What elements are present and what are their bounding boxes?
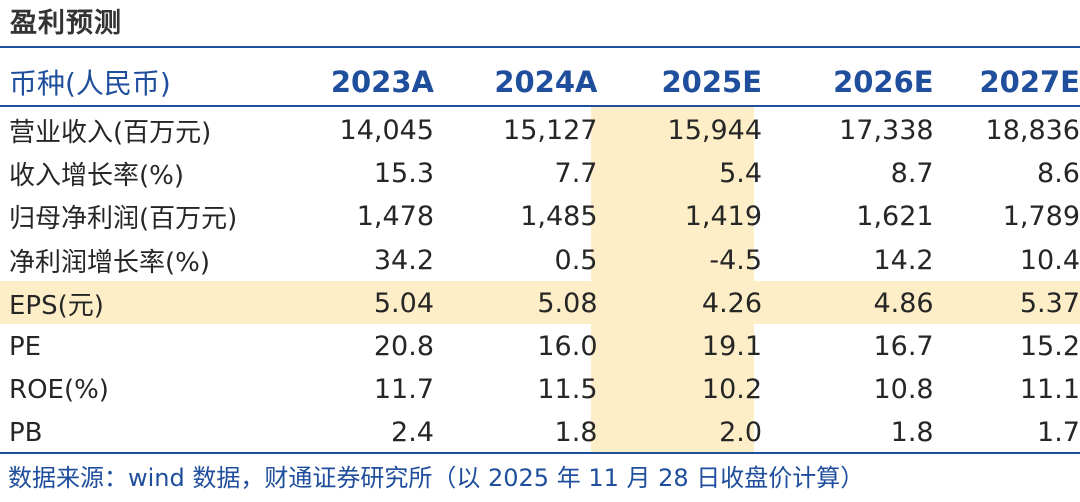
table-cell: 16.0 (537, 331, 598, 363)
year-header: 2024A (494, 64, 598, 99)
table-cell: 0.5 (554, 244, 598, 276)
table-cell: 2.0 (719, 417, 763, 449)
row-label: PB (9, 417, 43, 448)
table-cell: 4.26 (701, 287, 763, 319)
table-cell: 17,338 (839, 115, 934, 147)
row-label: EPS(元) (9, 290, 104, 321)
table-row: 归母净利润(百万元) 1,478 1,485 1,419 1,621 1,789 (0, 195, 1080, 238)
table-cell: 15,944 (667, 115, 763, 147)
table-cell: 1,419 (684, 201, 763, 233)
table-cell: 15.2 (1019, 331, 1080, 363)
table-cell: 20.8 (373, 331, 434, 363)
table-cell: 1,478 (356, 201, 434, 233)
table-row: 收入增长率(%) 15.3 7.7 5.4 8.7 8.6 (0, 152, 1080, 195)
table-cell: 15.3 (373, 158, 434, 190)
row-label: 归母净利润(百万元) (9, 204, 238, 235)
table-cell: 1,485 (520, 201, 598, 233)
table-cell: 5.08 (537, 287, 598, 319)
table-cell: 10.8 (873, 374, 934, 406)
table-cell: 1.8 (554, 417, 598, 449)
year-header: 2026E (833, 64, 934, 99)
table-cell: 1.8 (890, 417, 934, 449)
table-row: PB 2.4 1.8 2.0 1.8 1.7 (0, 411, 1080, 454)
highlight-row-eps (0, 281, 1080, 324)
year-header: 2025E (661, 64, 763, 99)
table-cell: 8.7 (890, 158, 934, 190)
highlight-column-2025e (591, 107, 754, 452)
table-cell: 10.4 (1019, 244, 1080, 276)
row-label: PE (9, 331, 42, 362)
table-cell: 4.86 (873, 287, 934, 319)
table-row: 营业收入(百万元) 14,045 15,127 15,944 17,338 18… (0, 107, 1080, 152)
table-cell: 34.2 (373, 244, 434, 276)
row-label: ROE(%) (9, 374, 109, 405)
table-row: PE 20.8 16.0 19.1 16.7 15.2 (0, 325, 1080, 368)
table-row: EPS(元) 5.04 5.08 4.26 4.86 5.37 (0, 282, 1080, 325)
table-cell: 5.4 (719, 158, 763, 190)
table-cell: 11.1 (1019, 374, 1080, 406)
table-cell: 11.7 (373, 374, 434, 406)
table-cell: 16.7 (873, 331, 934, 363)
table-cell: 15,127 (503, 115, 598, 147)
table-cell: -4.5 (709, 244, 763, 276)
table-cell: 14,045 (339, 115, 434, 147)
source-note: 数据来源：wind 数据，财通证券研究所（以 2025 年 11 月 28 日收… (8, 464, 865, 492)
table-cell: 18,836 (985, 115, 1080, 147)
table-cell: 7.7 (554, 158, 598, 190)
table-cell: 1,621 (856, 201, 934, 233)
header-row: 币种(人民币) 2023A 2024A 2025E 2026E 2027E (0, 56, 1080, 107)
bottom-rule (0, 452, 1080, 454)
forecast-table: 币种(人民币) 2023A 2024A 2025E 2026E 2027E 营业… (0, 56, 1080, 455)
row-label: 收入增长率(%) (9, 161, 184, 192)
year-header: 2027E (979, 64, 1080, 99)
table-row: ROE(%) 11.7 11.5 10.2 10.8 11.1 (0, 368, 1080, 411)
table-cell: 2.4 (391, 417, 434, 449)
table-cell: 1.7 (1037, 417, 1080, 449)
table-cell: 14.2 (873, 244, 934, 276)
table-cell: 11.5 (537, 374, 598, 406)
top-rule (0, 46, 1080, 48)
table-cell: 19.1 (701, 331, 763, 363)
table-cell: 10.2 (701, 374, 763, 406)
page-title: 盈利预测 (10, 8, 122, 39)
header-rule (0, 105, 1080, 107)
table-cell: 5.37 (1019, 287, 1080, 319)
currency-header: 币种(人民币) (9, 66, 171, 100)
table-cell: 5.04 (373, 287, 434, 319)
table-cell: 1,789 (1002, 201, 1080, 233)
row-label: 营业收入(百万元) (9, 118, 212, 149)
year-header: 2023A (330, 64, 434, 99)
table-row: 净利润增长率(%) 34.2 0.5 -4.5 14.2 10.4 (0, 239, 1080, 282)
row-label: 净利润增长率(%) (9, 247, 210, 278)
table-cell: 8.6 (1037, 158, 1080, 190)
